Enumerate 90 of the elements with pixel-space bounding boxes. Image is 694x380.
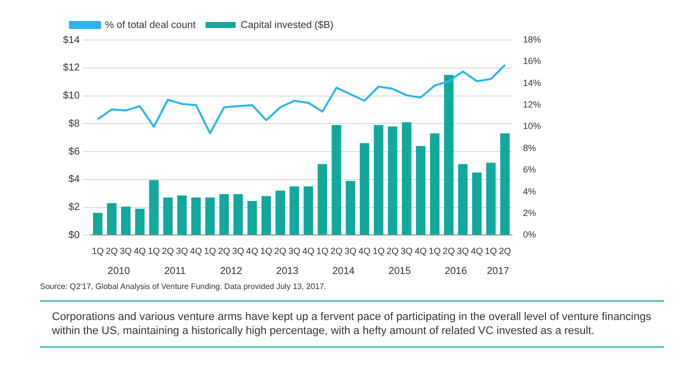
text: 2010 [108,266,130,277]
bar [121,206,131,235]
bar [416,146,426,235]
y-tick-label: $8 [68,118,80,130]
bar [290,186,300,235]
bar [219,194,229,235]
text: 2014 [332,266,356,277]
bar [191,198,201,235]
bar [458,164,468,235]
source-note: Source: Q2'17, Global Analysis of Venture Funding. Data provided July 13, 2017. [40,282,326,291]
x-tick-label: 4Q [302,246,314,256]
y2-tick-label: 12% [522,100,541,110]
bar [318,164,328,235]
y2-tick-label: 10% [522,121,541,132]
text: Corporations and various venture arms have kept up a fervent pace of participating in the overall level of venture financings within the US, maintaining a historically high percentage, with a hefty amount of related VC invested as a result. [40,300,664,348]
bar [374,125,384,235]
bar [261,196,271,235]
text: 2017 [486,266,510,277]
bar [135,208,145,235]
bar [247,201,257,235]
x-tick-label: 1Q [428,246,441,256]
x-tick-label: 2Q [498,246,511,256]
y2-tick-label: 16% [522,56,541,66]
x-tick-label: 1Q [92,246,104,256]
bar [332,125,342,235]
x-tick-label: 4Q [190,246,202,256]
bar [92,212,102,235]
x-tick-label: 4Q [414,246,427,256]
x-tick-label: 2Q [162,246,174,256]
text: 2011 [164,266,186,277]
bar [149,180,159,235]
x-tick-label: 1Q [484,246,497,256]
legend-label: Capital invested ($B) [240,20,334,31]
y2-tick-label: 2% [522,208,536,218]
bar [486,162,496,235]
x-tick-label: 3Q [232,246,244,256]
y2-tick-label: 4% [522,186,536,196]
y-tick-label: $4 [68,174,80,186]
y-tick-label: $6 [68,146,80,158]
bar [500,133,510,235]
x-tick-label: 3Q [456,246,469,256]
y2-tick-label: 14% [522,78,541,88]
x-tick-label: 1Q [148,246,160,256]
y-tick-label: $2 [68,202,80,214]
x-tick-label: 1Q [204,246,216,256]
text: 2015 [388,266,412,277]
y-tick-label: $12 [62,62,80,74]
x-tick-label: 3Q [120,246,132,256]
bar [177,195,187,235]
x-tick-label: 1Q [260,246,272,256]
bar [304,186,314,235]
text: 2013 [276,266,299,277]
x-tick-label: 2Q [218,246,230,256]
x-tick-label: 2Q [386,246,399,256]
legend-label: % of total deal count [105,20,196,31]
x-tick-label: 2Q [106,246,118,256]
x-tick-label: 4Q [134,246,146,256]
x-tick-label: 2Q [274,246,286,256]
bar [107,203,116,235]
bar [472,172,482,235]
x-tick-label: 4Q [246,246,258,256]
x-tick-label: 2Q [330,246,342,256]
y2-tick-label: 8% [522,142,536,153]
y-tick-label: $10 [62,90,80,102]
bar [360,143,370,235]
x-tick-label: 4Q [470,246,483,256]
y-tick-label: $0 [68,230,80,241]
text: 2016 [444,266,468,277]
y2-tick-label: 0% [522,230,536,240]
x-tick-label: 1Q [372,246,385,256]
x-tick-label: 3Q [400,246,413,256]
bar [346,180,356,235]
bar [444,74,454,235]
bar [402,122,412,235]
x-tick-label: 3Q [344,246,356,256]
x-tick-label: 3Q [176,246,188,256]
bar [276,190,286,235]
x-tick-label: 2Q [442,246,455,256]
y2-tick-label: 6% [522,164,536,175]
x-tick-label: 4Q [358,246,371,256]
bar [205,198,215,235]
text: 2012 [220,266,243,277]
bar [163,198,173,235]
bar [430,133,440,235]
x-tick-label: 3Q [288,246,300,256]
bar [388,126,398,235]
y2-tick-label: 18% [522,34,541,44]
y-tick-label: $14 [62,34,80,46]
bar [233,194,243,235]
x-tick-label: 1Q [316,246,328,256]
